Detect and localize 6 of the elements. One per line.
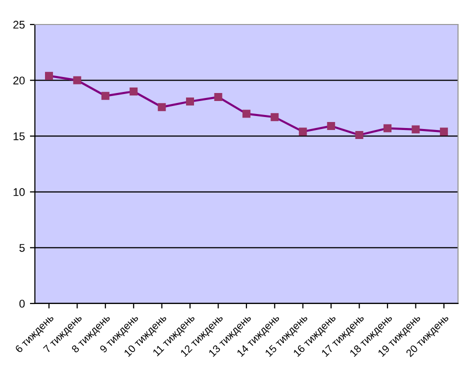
- y-tick-label: 15: [14, 132, 25, 140]
- y-tick-label: 20: [13, 76, 25, 84]
- y-tick-label: 10: [14, 188, 25, 196]
- y-tick-label: 0: [19, 300, 25, 308]
- y-tick-label: 25: [13, 20, 25, 29]
- y-tick-label: 5: [19, 244, 25, 252]
